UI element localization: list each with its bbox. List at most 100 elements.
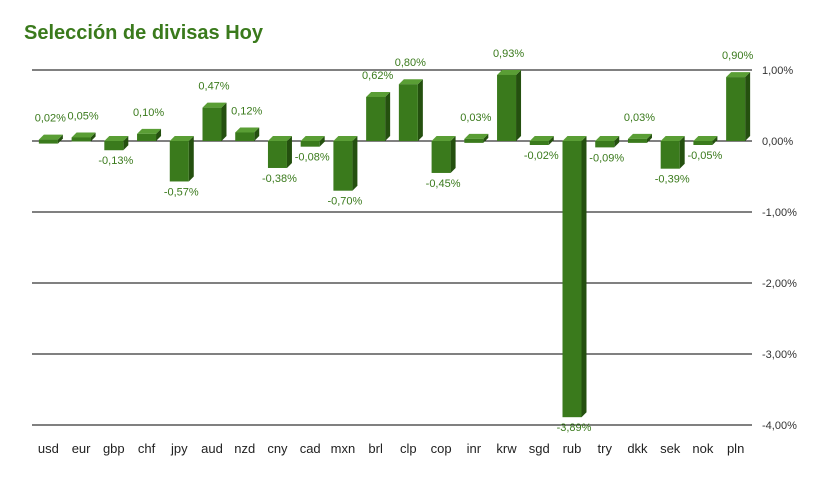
category-label-jpy: jpy (170, 441, 188, 456)
bar-top (137, 128, 162, 134)
bar-side (417, 79, 423, 141)
data-label-cny: -0,38% (262, 173, 297, 185)
bar-krw (497, 69, 522, 141)
bar-top (726, 72, 751, 78)
bar-rub (562, 136, 587, 418)
bar-aud (202, 102, 227, 141)
data-label-rub: -3,89% (557, 422, 592, 434)
bars (38, 69, 751, 418)
bar-front (300, 141, 320, 147)
data-label-mxn: -0,70% (327, 196, 362, 208)
chart-title: Selección de divisas Hoy (24, 22, 263, 44)
y-tick-label: -1,00% (762, 207, 797, 219)
bar-top (497, 69, 522, 75)
bar-front (431, 141, 451, 173)
data-label-dkk: 0,03% (624, 112, 655, 124)
category-label-brl: brl (368, 441, 383, 456)
category-label-chf: chf (138, 441, 156, 456)
y-tick-label: -2,00% (762, 278, 797, 290)
bar-side (319, 136, 325, 147)
bar-front (202, 107, 222, 141)
bar-front (464, 138, 484, 143)
category-label-sek: sek (660, 441, 681, 456)
bar-nok (693, 136, 718, 145)
data-label-krw: 0,93% (493, 48, 524, 60)
bar-top (300, 136, 325, 141)
data-label-gbp: -0,13% (98, 155, 133, 167)
category-label-krw: krw (496, 441, 517, 456)
data-label-jpy: -0,57% (164, 186, 199, 198)
category-label-cop: cop (431, 441, 452, 456)
bar-side (614, 136, 620, 148)
category-label-usd: usd (38, 441, 59, 456)
bar-side (156, 128, 162, 141)
bar-side (221, 102, 227, 141)
bar-top (464, 133, 489, 139)
data-label-cad: -0,08% (295, 152, 330, 164)
data-label-cop: -0,45% (426, 178, 461, 190)
bar-side (254, 127, 260, 141)
category-label-inr: inr (467, 441, 482, 456)
bar-front (137, 133, 157, 141)
category-label-aud: aud (201, 441, 223, 456)
bar-top (562, 136, 587, 141)
bar-side (450, 136, 456, 173)
bar-side (188, 136, 194, 182)
category-label-pln: pln (727, 441, 744, 456)
bar-top (202, 102, 227, 108)
bar-front (627, 138, 647, 143)
bar-top (104, 136, 129, 141)
bar-side (516, 69, 522, 141)
bar-top (529, 136, 554, 141)
bar-top (267, 136, 292, 141)
bar-front (660, 141, 680, 169)
category-label-eur: eur (72, 441, 91, 456)
data-label-try: -0,09% (589, 152, 624, 164)
bar-front (398, 84, 418, 141)
bar-front (693, 141, 713, 145)
grid-lines (32, 69, 752, 426)
bar-side (548, 136, 554, 145)
bar-top (38, 134, 63, 140)
category-labels: usd eur gbp chf jpy aud nzd cny cad mxn brl clp cop i… (38, 441, 744, 456)
bar-top (333, 136, 358, 141)
bar-pln (726, 72, 751, 141)
bar-side (57, 134, 63, 144)
bar-side (352, 136, 358, 191)
category-label-cny: cny (267, 441, 288, 456)
data-labels: 0,02% 0,05% -0,13% 0,10% -0,57% 0,47%0,12% -0,… (35, 48, 754, 434)
bar-try (595, 136, 620, 148)
bar-sgd (529, 136, 554, 145)
y-tick-label: -3,00% (762, 349, 797, 361)
y-axis-ticks: 1,00% 0,00% -1,00% -2,00% -3,00% -4,00% (762, 65, 797, 432)
data-label-inr: 0,03% (460, 112, 491, 124)
bar-front (366, 96, 386, 141)
category-label-sgd: sgd (529, 441, 550, 456)
bar-top (169, 136, 194, 141)
data-label-sek: -0,39% (655, 174, 690, 186)
bar-front (267, 141, 287, 168)
bar-chf (137, 128, 162, 141)
bar-brl (366, 91, 391, 141)
bar-top (398, 79, 423, 85)
category-label-nok: nok (692, 441, 713, 456)
bar-top (235, 127, 260, 133)
data-label-pln: 0,90% (722, 50, 753, 62)
bar-side (712, 136, 718, 145)
bar-side (646, 133, 652, 143)
bar-front (235, 132, 255, 141)
category-label-nzd: nzd (234, 441, 255, 456)
bar-side (90, 132, 96, 142)
category-label-mxn: mxn (331, 441, 356, 456)
category-label-gbp: gbp (103, 441, 125, 456)
category-label-clp: clp (400, 441, 417, 456)
bar-cop (431, 136, 456, 173)
bar-dkk (627, 133, 652, 143)
bar-sek (660, 136, 685, 169)
bar-mxn (333, 136, 358, 191)
bar-gbp (104, 136, 129, 151)
bar-nzd (235, 127, 260, 141)
y-tick-label: -4,00% (762, 420, 797, 432)
bar-top (366, 91, 391, 97)
